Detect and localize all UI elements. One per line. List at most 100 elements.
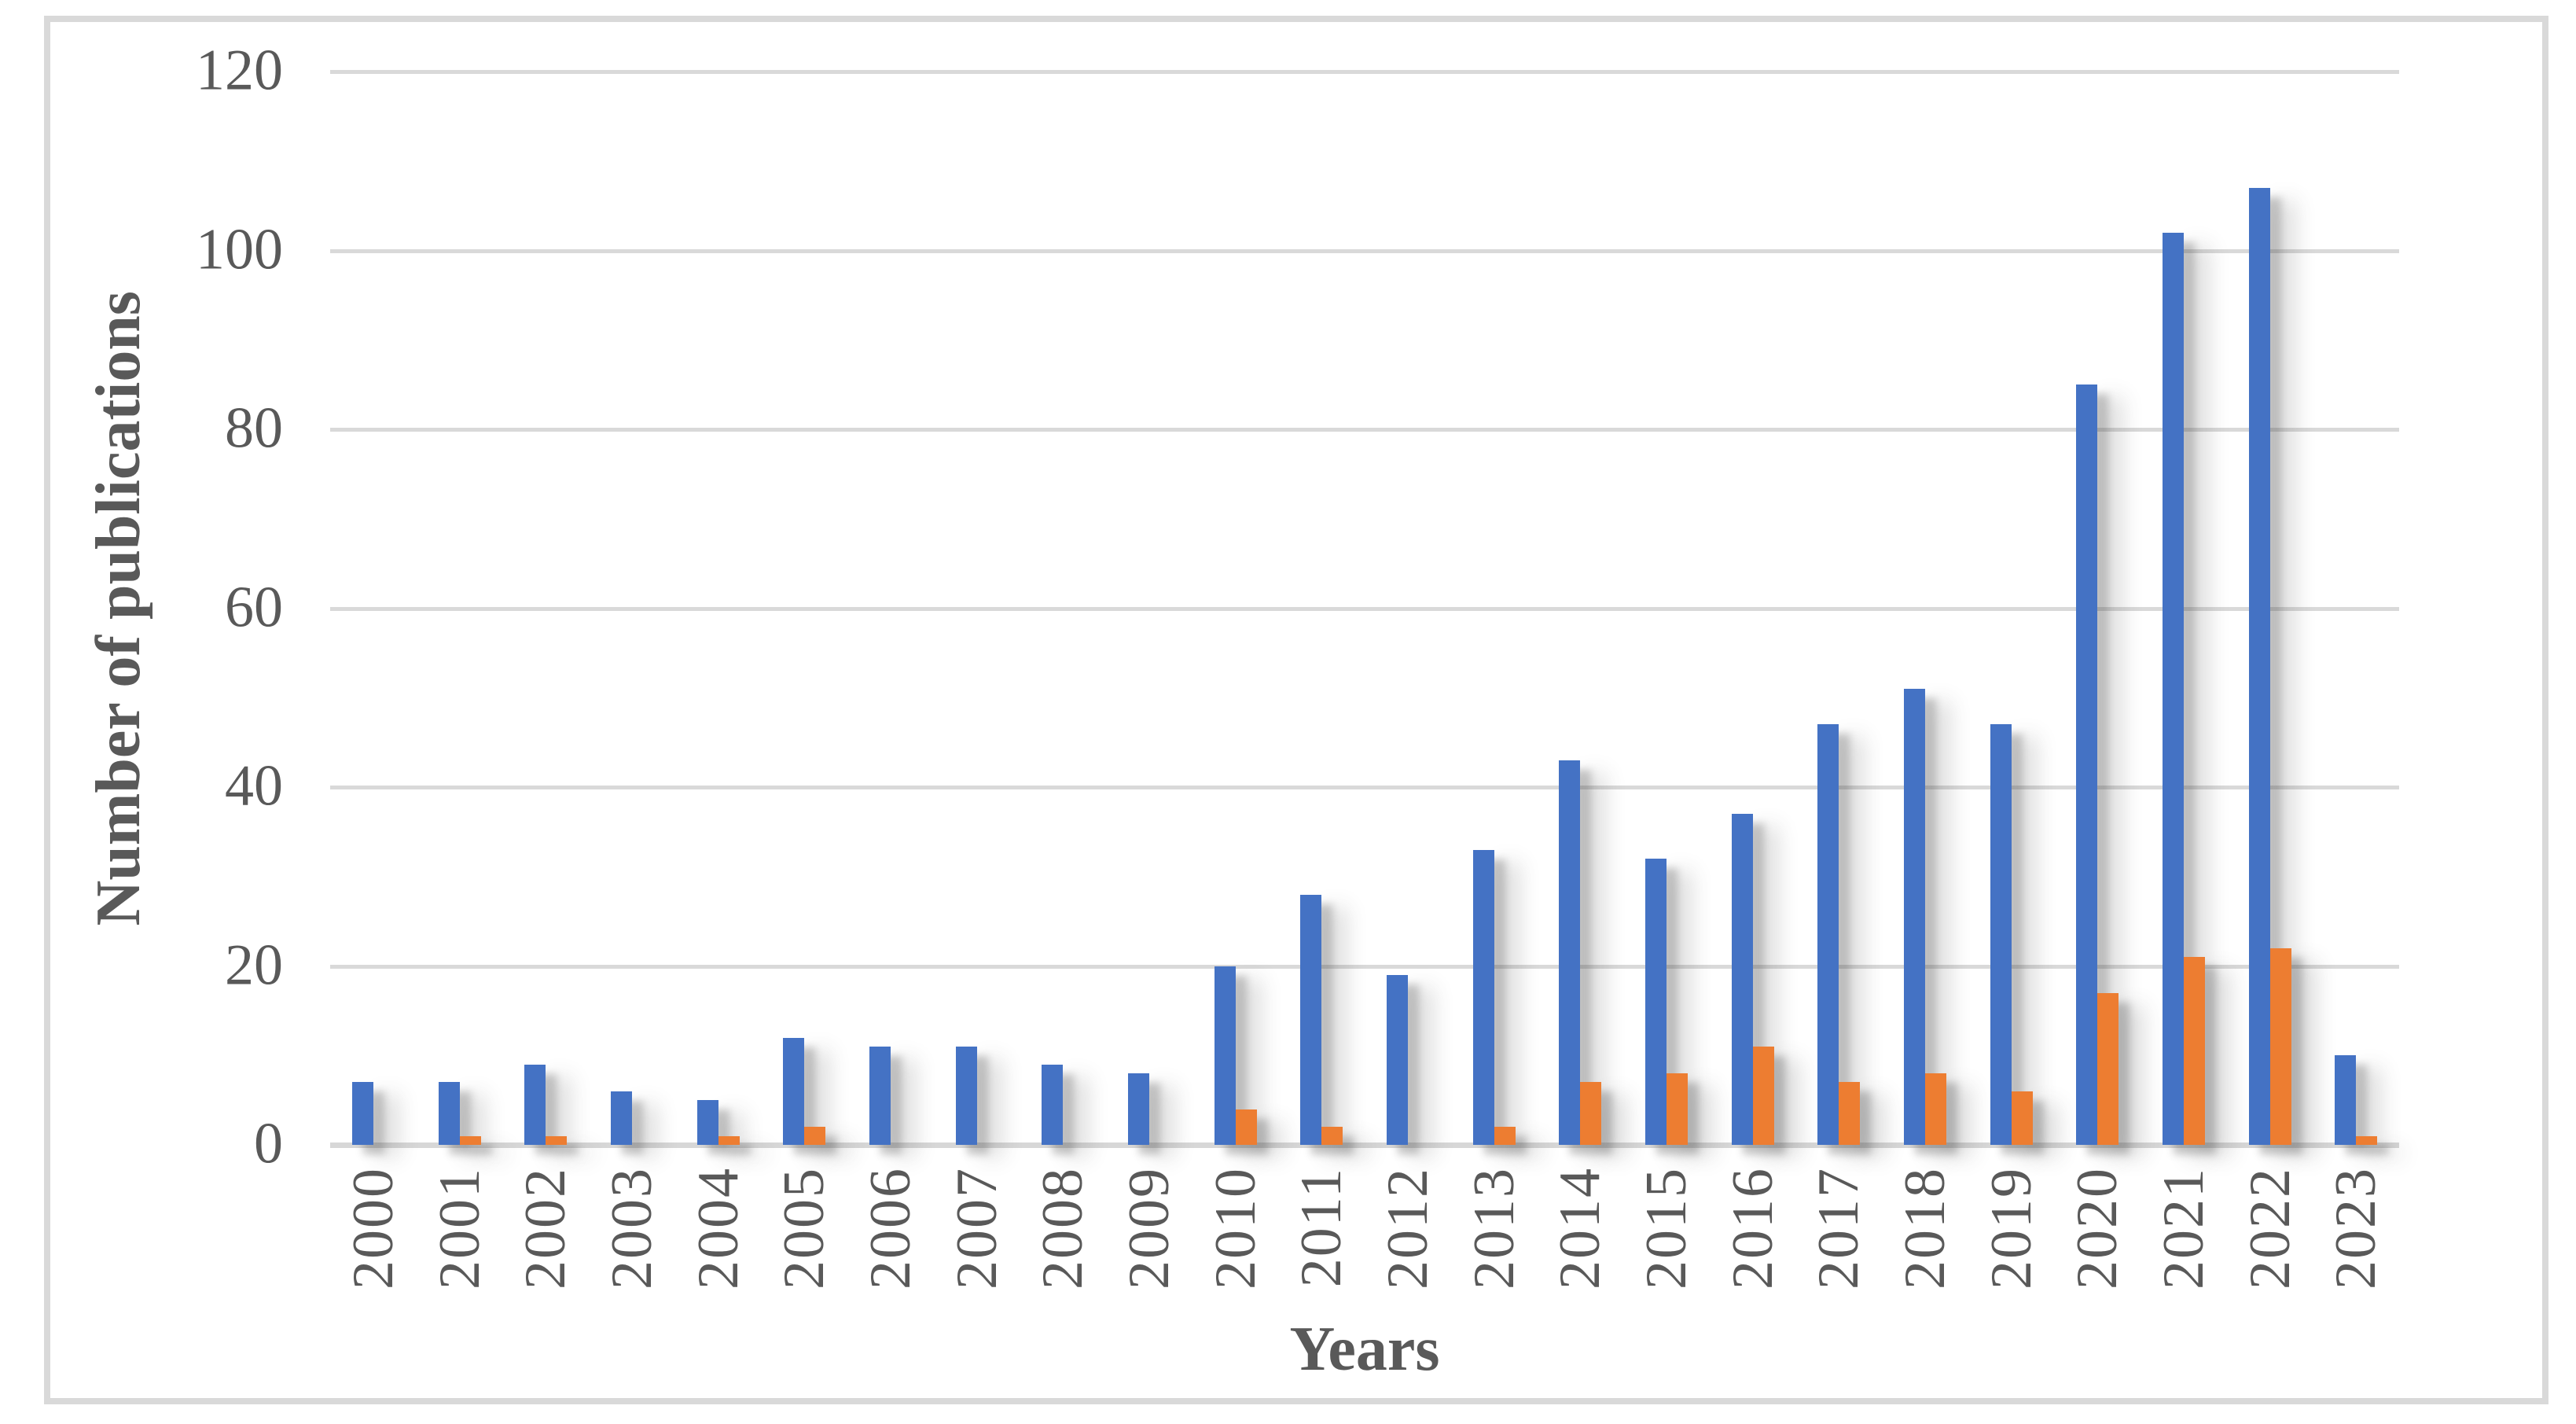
- gridline-y-60: [330, 606, 2399, 611]
- bar-group-2001: [417, 72, 503, 1145]
- bars-layer: [330, 72, 2399, 1145]
- x-tick-label-2007: 2007: [944, 1167, 1009, 1290]
- bar-secondary-2015: [1666, 1073, 1688, 1145]
- bar-group-2023: [2313, 72, 2399, 1145]
- bar-primary-2017: [1817, 724, 1839, 1145]
- y-tick-label-20: 20: [225, 933, 283, 998]
- x-tick-label-2015: 2015: [1633, 1167, 1699, 1290]
- bar-primary-2015: [1644, 859, 1666, 1145]
- bar-group-2013: [1451, 72, 1538, 1145]
- bar-secondary-2022: [2269, 947, 2291, 1145]
- bar-group-2011: [1278, 72, 1365, 1145]
- bar-secondary-2002: [546, 1135, 568, 1145]
- bar-group-2016: [1710, 72, 1796, 1145]
- bar-secondary-2023: [2356, 1135, 2378, 1145]
- bar-primary-2013: [1472, 849, 1494, 1145]
- bar-group-2018: [1882, 72, 1968, 1145]
- bar-group-2021: [2141, 72, 2227, 1145]
- x-tick-label-2022: 2022: [2237, 1167, 2302, 1290]
- x-tick-label-2023: 2023: [2324, 1167, 2389, 1290]
- y-tick-label-120: 120: [196, 38, 283, 103]
- bar-primary-2002: [524, 1064, 546, 1145]
- bar-secondary-2019: [2011, 1091, 2033, 1145]
- y-axis-tick-labels: 0 20 40 60 80 100 120: [0, 0, 283, 1424]
- bar-secondary-2014: [1580, 1082, 1602, 1145]
- bar-secondary-2005: [804, 1127, 826, 1145]
- x-tick-label-2019: 2019: [1979, 1167, 2044, 1290]
- x-tick-label-2008: 2008: [1031, 1167, 1096, 1290]
- x-tick-label-2016: 2016: [1720, 1167, 1785, 1290]
- bar-primary-2008: [1042, 1064, 1064, 1145]
- bar-secondary-2018: [1924, 1073, 1946, 1145]
- bar-group-2020: [2054, 72, 2141, 1145]
- x-axis-title: Years: [1289, 1315, 1440, 1384]
- y-tick-label-80: 80: [225, 396, 283, 461]
- bar-secondary-2021: [2183, 957, 2205, 1145]
- bar-group-2017: [1795, 72, 1882, 1145]
- y-tick-label-40: 40: [225, 753, 283, 819]
- bar-primary-2020: [2076, 385, 2098, 1145]
- plot-area: [330, 70, 2399, 1148]
- bar-primary-2009: [1127, 1073, 1149, 1145]
- bar-primary-2011: [1300, 894, 1322, 1145]
- bar-primary-2000: [351, 1082, 373, 1145]
- x-tick-label-2004: 2004: [685, 1167, 751, 1290]
- bar-primary-2012: [1386, 974, 1408, 1145]
- bar-group-2002: [502, 72, 589, 1145]
- x-tick-label-2012: 2012: [1375, 1167, 1440, 1290]
- chart-border-frame: [44, 16, 2548, 1404]
- x-tick-label-2001: 2001: [427, 1167, 492, 1290]
- bar-secondary-2004: [718, 1135, 740, 1145]
- y-tick-label-100: 100: [196, 217, 283, 282]
- x-tick-label-2002: 2002: [513, 1167, 579, 1290]
- bar-group-2004: [675, 72, 762, 1145]
- x-tick-label-2020: 2020: [2065, 1167, 2130, 1290]
- bar-primary-2005: [783, 1037, 805, 1145]
- bar-primary-2001: [438, 1082, 460, 1145]
- bar-primary-2018: [1903, 688, 1925, 1145]
- y-tick-label-60: 60: [225, 575, 283, 640]
- x-tick-label-2003: 2003: [599, 1167, 664, 1290]
- bar-group-2022: [2227, 72, 2313, 1145]
- x-tick-label-2011: 2011: [1289, 1167, 1354, 1288]
- bar-group-2014: [1537, 72, 1623, 1145]
- bar-group-2010: [1192, 72, 1279, 1145]
- bar-primary-2010: [1214, 966, 1236, 1145]
- gridline-y-120: [330, 70, 2399, 74]
- x-tick-label-2010: 2010: [1203, 1167, 1268, 1290]
- bar-primary-2022: [2248, 187, 2270, 1145]
- bar-primary-2003: [610, 1091, 632, 1145]
- bar-secondary-2020: [2097, 992, 2119, 1145]
- bar-group-2009: [1106, 72, 1192, 1145]
- bar-primary-2023: [2335, 1055, 2357, 1145]
- bar-primary-2021: [2162, 232, 2184, 1145]
- bar-primary-2014: [1559, 760, 1581, 1145]
- bar-group-2006: [847, 72, 934, 1145]
- x-tick-label-2006: 2006: [858, 1167, 923, 1290]
- bar-secondary-2010: [1235, 1109, 1257, 1145]
- bar-primary-2019: [1990, 724, 2012, 1145]
- bar-primary-2007: [955, 1046, 977, 1145]
- gridlines: [330, 70, 2399, 1148]
- x-tick-label-2009: 2009: [1116, 1167, 1181, 1290]
- bar-group-2005: [761, 72, 847, 1145]
- gridline-y-0: [330, 1143, 2399, 1148]
- bar-group-2000: [330, 72, 417, 1145]
- bar-group-2008: [1020, 72, 1106, 1145]
- bar-secondary-2011: [1321, 1127, 1343, 1145]
- bar-group-2003: [589, 72, 675, 1145]
- x-tick-label-2018: 2018: [1892, 1167, 1957, 1290]
- bar-secondary-2016: [1752, 1046, 1774, 1145]
- x-tick-label-2000: 2000: [340, 1167, 406, 1290]
- bar-secondary-2013: [1494, 1127, 1516, 1145]
- gridline-y-40: [330, 786, 2399, 789]
- gridline-y-100: [330, 248, 2399, 253]
- bar-group-2019: [1968, 72, 2055, 1145]
- bar-group-2007: [934, 72, 1020, 1145]
- x-tick-label-2005: 2005: [772, 1167, 837, 1290]
- bar-secondary-2017: [1839, 1082, 1861, 1145]
- y-tick-label-0: 0: [254, 1111, 283, 1176]
- x-tick-label-2013: 2013: [1461, 1167, 1527, 1290]
- bar-primary-2004: [696, 1100, 718, 1145]
